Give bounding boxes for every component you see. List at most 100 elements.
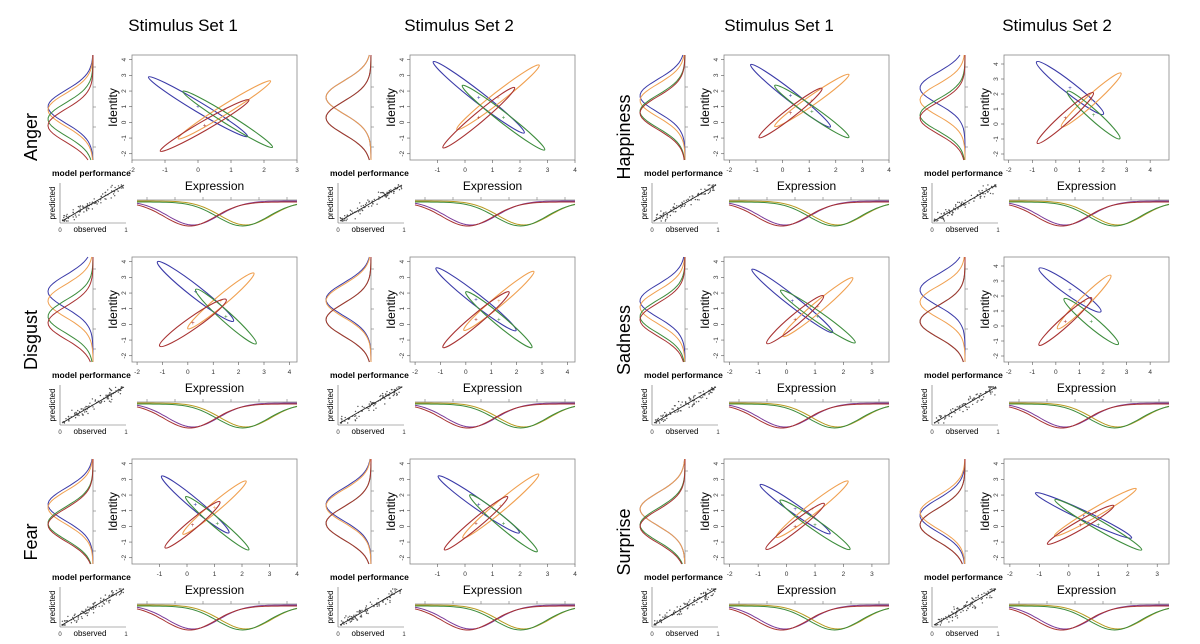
panel-surprise-set2: + + + + -2 -1 0 1 2 3 -2 -1 0 1 2 3 4 Expression Identity m… (919, 458, 1170, 638)
x-marginal-curve-purple (136, 200, 297, 226)
ellipse-red (1036, 91, 1095, 145)
x-marginal-curve-gold (729, 200, 890, 226)
panels: + + + + -2 -1 0 1 2 3 -2 -1 0 1 2 3 4 Expression Identity m… (47, 54, 1170, 638)
scatter-point (74, 214, 77, 216)
scatter-point (371, 205, 373, 207)
ellipse-green (1054, 498, 1143, 551)
scatter-point (963, 605, 965, 607)
y-marginal-curve-orange (47, 458, 94, 565)
x-tick-label: -1 (435, 571, 441, 578)
x-tick-label: -2 (726, 167, 732, 174)
scatter-point (692, 397, 695, 399)
scatter-point (358, 415, 360, 418)
y-tick-label: -1 (993, 136, 1000, 142)
scatter-point (93, 198, 95, 200)
scatter-point (356, 417, 358, 419)
scatter-point (98, 605, 100, 608)
ellipse-group: + + + + (156, 260, 257, 348)
scatter-point (966, 601, 968, 604)
scatter-point (673, 203, 676, 205)
ellipse-blue (435, 267, 517, 332)
plot-frame (1003, 54, 1170, 161)
scatter-point (92, 603, 94, 605)
scatter-point (981, 189, 983, 192)
centroid-green: + (502, 521, 506, 527)
y-tick-label: 1 (713, 105, 720, 109)
scatter-point (66, 620, 68, 622)
scatter-point (378, 603, 380, 606)
scatter-point (357, 211, 360, 213)
centroid-green: + (497, 318, 501, 324)
y-tick-label: 4 (121, 260, 128, 264)
scatter-point (393, 192, 395, 195)
scatter-point (949, 616, 951, 619)
scatter-point (665, 218, 667, 221)
x-marginal-curve-red (136, 605, 297, 631)
y-tick-label: 2 (713, 291, 720, 295)
y-tick-label: 0 (993, 524, 1000, 528)
identity-line (339, 184, 403, 222)
scatter-tick-1: 1 (716, 632, 720, 638)
scatter-point (709, 189, 711, 191)
scatter-point (935, 624, 938, 626)
scatter-point (966, 406, 968, 409)
scatter-point (378, 605, 380, 607)
x-marginal-curve-purple (414, 604, 575, 630)
y-tick-label: -1 (993, 338, 1000, 344)
ellipse-green (194, 288, 257, 345)
y-tick-label: 1 (993, 107, 1000, 111)
scatter-point (354, 617, 357, 619)
x-tick-label: 3 (546, 167, 550, 174)
scatter-point (989, 192, 992, 195)
scatter-point (943, 220, 946, 222)
x-tick-label: 1 (213, 571, 217, 578)
scatter-point (361, 405, 363, 408)
y-tick-label: 3 (399, 477, 406, 481)
scatter-point (83, 211, 85, 213)
scatter-point (685, 402, 687, 404)
scatter-point (377, 598, 379, 600)
scatter-point (94, 400, 96, 402)
scatter-point (959, 409, 961, 411)
scatter-point (388, 593, 390, 595)
scatter-point (952, 408, 954, 410)
predicted-label: predicted (920, 591, 929, 624)
scatter-point (110, 186, 112, 188)
scatter-point (679, 605, 682, 608)
scatter-point (89, 402, 91, 404)
scatter-point (670, 209, 672, 211)
scatter-point (115, 589, 118, 592)
scatter-point (345, 219, 347, 222)
y-tick-label: 3 (399, 275, 406, 279)
centroid-blue: + (196, 105, 200, 111)
x-tick-label: 3 (268, 571, 272, 578)
ellipse-green (184, 495, 250, 551)
scatter-point (389, 600, 391, 602)
model-performance-label: model performance (924, 370, 1003, 380)
y-marginal-curve-orange (639, 256, 686, 363)
scatter-point (93, 602, 96, 604)
ellipse-group: + + + + (147, 76, 274, 152)
scatter-point (341, 217, 343, 220)
x-marginal-curve-red (728, 605, 889, 631)
scatter-point (108, 393, 111, 395)
scatter-point (111, 184, 113, 187)
centroid-blue: + (193, 502, 197, 508)
scatter-point (955, 205, 957, 207)
scatter-point (386, 598, 389, 601)
scatter-tick-1: 1 (124, 632, 128, 638)
scatter-tick-1: 1 (716, 430, 720, 436)
scatter-point (693, 395, 695, 397)
ellipse-green (465, 291, 533, 349)
y-tick-label: -2 (399, 150, 406, 156)
scatter-tick-1: 1 (402, 632, 406, 638)
scatter-point (991, 588, 993, 590)
ellipse-green (779, 289, 856, 344)
scatter-point (98, 402, 101, 404)
model-performance-label: model performance (52, 572, 131, 582)
predicted-label: predicted (640, 591, 649, 624)
scatter-point (344, 416, 346, 419)
scatter-point (86, 210, 88, 212)
x-marginal-curve-green (1009, 403, 1170, 429)
y-tick-label: 4 (121, 58, 128, 62)
